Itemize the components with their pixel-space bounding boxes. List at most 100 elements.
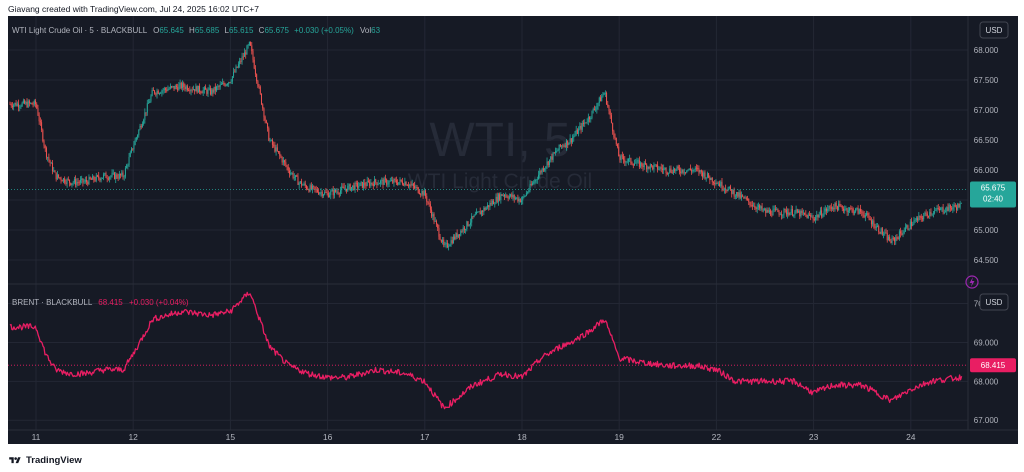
brent-value: 68.415 [98,298,123,307]
wti-candle [784,208,786,210]
wti-currency-button[interactable]: USD [979,21,1009,39]
wti-candle [591,110,593,119]
lightning-icon[interactable] [965,275,979,289]
wti-candle [18,103,20,108]
wti-candle [399,179,401,183]
chart-svg[interactable]: WTI, 5 WTI Light Crude Oil 68.00067.5006… [8,16,1018,444]
wti-candle [584,122,586,124]
wti-candle [766,209,768,213]
wti-candle [212,89,214,93]
wti-candle [432,214,434,217]
wti-candle [521,200,523,203]
wti-candle [292,173,294,178]
wti-candle [115,174,117,179]
brent-currency-button[interactable]: USD [979,293,1009,311]
wti-candle [279,152,281,156]
wti-candle [772,209,774,216]
wti-candle [305,185,307,189]
wti-candle [431,209,433,217]
wti-candle [162,90,164,91]
wti-candle [901,233,903,235]
wti-candle [506,195,508,198]
time-axis[interactable]: 11 12 15 16 17 18 19 22 23 24 [32,432,916,442]
wti-candle [906,225,908,228]
wti-candle [857,207,859,214]
wti-candle [391,180,393,181]
wti-candle [915,218,917,220]
wti-candle [127,165,129,166]
wti-candle [474,214,476,216]
wti-candle [629,158,631,159]
brent-currency-label: USD [986,298,1003,307]
wti-candle [383,178,385,185]
wti-candle [934,210,936,214]
wti-candle [156,90,158,95]
wti-candle [111,173,113,177]
wti-candle [744,197,746,199]
wti-candle [518,198,520,202]
wti-candle [661,168,663,170]
wti-candle [242,56,244,58]
brent-legend[interactable]: BRENT · BLACKBULL 68.415 +0.030 (+0.04%) [12,298,189,307]
wti-candle [849,207,851,211]
wti-candle [397,182,399,185]
wti-candle [245,52,247,55]
wti-candle [879,231,881,234]
wti-candle [9,104,11,105]
wti-candle [360,181,362,183]
wti-candle [546,161,548,167]
wti-candle [875,226,877,229]
wti-price-tick-label: 67.000 [974,106,999,115]
wti-price-axis[interactable]: 68.00067.50067.00066.50066.00065.50065.0… [974,46,999,265]
time-tick-label: 11 [32,432,41,442]
wti-candle [799,211,801,217]
wti-candle [651,164,653,166]
wti-candle [64,178,66,183]
wti-candle [825,208,827,212]
wti-candle [284,160,286,163]
wti-candle [743,196,745,199]
wti-candle [186,86,188,91]
wti-candle [940,208,942,211]
wti-candle [94,179,96,181]
wti-candle [807,214,809,219]
wti-candle [853,211,855,214]
wti-candle [522,196,524,201]
wti-candle [538,174,540,180]
wti-candle [514,198,516,199]
wti-candle [660,167,662,169]
wti-candle [211,89,213,95]
wti-candle [330,191,332,196]
wti-candle [686,170,688,173]
chart-panel[interactable]: WTI, 5 WTI Light Crude Oil 68.000 67.500 6… [8,16,1018,444]
wti-candle [380,180,382,184]
wti-candle [307,188,309,190]
wti-candle [449,245,451,247]
wti-candle [44,145,46,148]
wti-candle [608,106,610,112]
wti-candle [14,102,16,105]
wti-legend[interactable]: WTI Light Crude Oil · 5 · BLACKBULL O65.… [12,26,381,35]
wti-candle [539,171,541,175]
wti-candle [572,137,574,143]
wti-candle [369,181,371,186]
wti-candle [372,183,374,187]
wti-candle [556,151,558,152]
wti-candle [31,102,33,105]
wti-candle [490,203,492,205]
wti-candle [82,178,84,183]
wti-candle [504,195,506,197]
wti-candle [258,86,260,88]
wti-candle [636,160,638,163]
wti-candle [702,172,704,177]
wti-candle [736,192,738,196]
wti-candle [789,212,791,216]
wti-candle [371,182,373,184]
wti-candle [225,84,227,86]
wti-candle [107,178,109,180]
wti-candle [896,237,898,239]
wti-candle [542,168,544,171]
wti-candle [794,211,796,215]
wti-candle [649,164,651,169]
wti-candle [158,93,160,94]
